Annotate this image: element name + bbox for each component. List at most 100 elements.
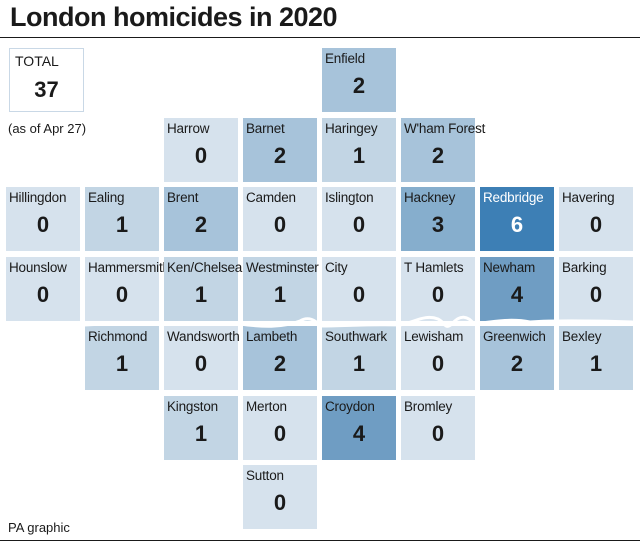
borough-tile: Bromley 0 — [401, 396, 475, 460]
borough-value: 1 — [273, 282, 287, 307]
borough-name: Westminster — [246, 260, 319, 275]
borough-value: 0 — [431, 351, 445, 376]
borough-name: Wandsworth — [167, 329, 240, 344]
total-value: 37 — [34, 77, 59, 102]
borough-name: Sutton — [246, 468, 284, 483]
borough-tile: Richmond 1 — [85, 326, 159, 390]
borough-value: 2 — [431, 143, 445, 168]
borough-name: Richmond — [88, 329, 148, 344]
borough-name: Barnet — [246, 121, 285, 136]
borough-name: Bexley — [562, 329, 602, 344]
borough-tile: Southwark 1 — [322, 326, 396, 390]
borough-value: 0 — [273, 490, 287, 515]
borough-tile: Ken/Chelsea 1 — [164, 257, 242, 321]
borough-value: 1 — [589, 351, 603, 376]
borough-name: Hillingdon — [9, 190, 67, 205]
borough-value: 0 — [431, 421, 445, 446]
borough-name: Brent — [167, 190, 199, 205]
borough-value: 4 — [352, 421, 366, 446]
borough-tile: Bexley 1 — [559, 326, 633, 390]
borough-value: 2 — [510, 351, 524, 376]
borough-tile: Barking 0 — [559, 257, 633, 321]
borough-value: 0 — [431, 282, 445, 307]
borough-tile: Greenwich 2 — [480, 326, 554, 390]
borough-name: Lambeth — [246, 329, 298, 344]
borough-name: Bromley — [404, 399, 453, 414]
borough-value: 0 — [589, 282, 603, 307]
borough-value: 2 — [352, 73, 366, 98]
borough-value: 1 — [115, 212, 129, 237]
borough-tile: City 0 — [322, 257, 396, 321]
borough-value: 0 — [36, 282, 50, 307]
borough-value: 1 — [194, 282, 208, 307]
borough-value: 2 — [273, 143, 287, 168]
borough-value: 0 — [273, 421, 287, 446]
borough-name: Hammersmith — [88, 260, 170, 275]
borough-value: 0 — [352, 282, 366, 307]
borough-tile: Croydon 4 — [322, 396, 396, 460]
borough-tile: Hackney 3 — [401, 187, 475, 251]
borough-tile: Camden 0 — [243, 187, 317, 251]
borough-tile: Islington 0 — [322, 187, 396, 251]
borough-value: 2 — [273, 351, 287, 376]
borough-tile: Hammersmith 0 — [85, 257, 170, 321]
source-credit: PA graphic — [8, 520, 70, 535]
borough-tile: Lambeth 2 — [243, 326, 317, 390]
borough-name: Enfield — [325, 51, 365, 66]
borough-value: 6 — [510, 212, 524, 237]
borough-value: 1 — [352, 351, 366, 376]
borough-tile: Hounslow 0 — [6, 257, 80, 321]
borough-tile: Redbridge 6 — [480, 187, 554, 251]
as-of-note: (as of Apr 27) — [8, 121, 87, 136]
borough-value: 4 — [510, 282, 524, 307]
borough-name: Kingston — [167, 399, 218, 414]
borough-name: Harrow — [167, 121, 210, 136]
total-label: TOTAL — [15, 53, 59, 69]
borough-tile: Kingston 1 — [164, 396, 238, 460]
borough-value: 0 — [115, 282, 129, 307]
borough-name: Lewisham — [404, 329, 464, 344]
borough-value: 2 — [194, 212, 208, 237]
borough-value: 0 — [194, 351, 208, 376]
borough-tile: Lewisham 0 — [401, 326, 475, 390]
borough-tile: Ealing 1 — [85, 187, 159, 251]
borough-tile: Newham 4 — [480, 257, 554, 321]
borough-name: Ealing — [88, 190, 125, 205]
borough-name: Newham — [483, 260, 536, 275]
title-divider — [0, 37, 640, 38]
borough-tile: W'ham Forest 2 — [401, 118, 485, 182]
borough-name: Croydon — [325, 399, 375, 414]
borough-value: 0 — [194, 143, 208, 168]
borough-name: W'ham Forest — [404, 121, 486, 136]
borough-name: Redbridge — [483, 190, 544, 205]
borough-name: Camden — [246, 190, 296, 205]
borough-name: Haringey — [325, 121, 378, 136]
borough-tile: Brent 2 — [164, 187, 238, 251]
page-title: London homicides in 2020 — [10, 2, 338, 32]
borough-value: 1 — [352, 143, 366, 168]
borough-name: Ken/Chelsea — [167, 260, 243, 275]
borough-name: Greenwich — [483, 329, 546, 344]
borough-value: 0 — [36, 212, 50, 237]
borough-value: 0 — [352, 212, 366, 237]
bottom-divider — [0, 540, 640, 541]
borough-value: 3 — [431, 212, 445, 237]
borough-tile: Merton 0 — [243, 396, 317, 460]
borough-name: Southwark — [325, 329, 387, 344]
borough-tile: Hillingdon 0 — [6, 187, 80, 251]
borough-name: City — [325, 260, 348, 275]
borough-name: Hounslow — [9, 260, 67, 275]
borough-name: Merton — [246, 399, 287, 414]
borough-value: 1 — [194, 421, 208, 446]
total-box: TOTAL 37 — [9, 48, 84, 112]
borough-name: Havering — [562, 190, 615, 205]
borough-name: Barking — [562, 260, 607, 275]
borough-tile: Westminster 1 — [243, 257, 319, 321]
borough-tile: Enfield 2 — [322, 48, 396, 112]
borough-value: 0 — [589, 212, 603, 237]
borough-tile: Havering 0 — [559, 187, 633, 251]
borough-name: T Hamlets — [404, 260, 464, 275]
borough-tile: Harrow 0 — [164, 118, 238, 182]
borough-tile: Wandsworth 0 — [164, 326, 240, 390]
